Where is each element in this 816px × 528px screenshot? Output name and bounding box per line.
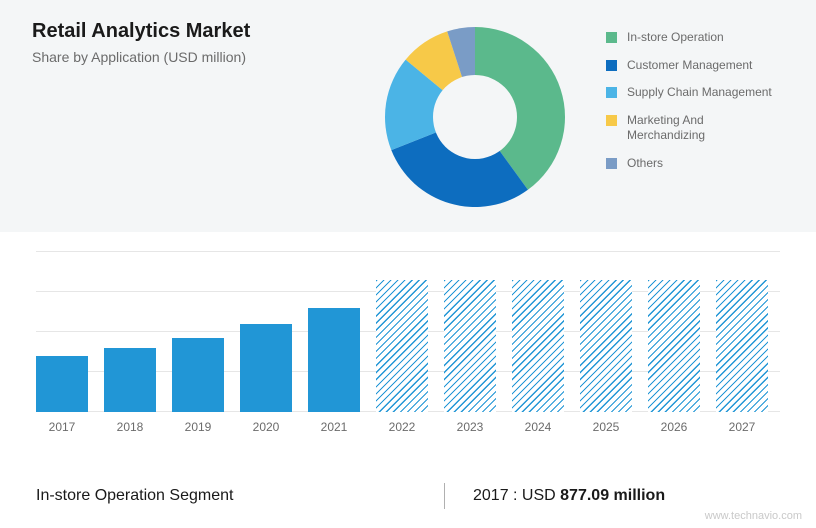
bar-column xyxy=(376,280,428,412)
bar-chart xyxy=(36,252,780,412)
footer-segment-label: In-store Operation Segment xyxy=(36,487,416,505)
legend-label: In-store Operation xyxy=(627,30,724,46)
bar-column xyxy=(580,280,632,412)
legend-item: Others xyxy=(606,156,776,172)
footer-value-prefix: 2017 : USD xyxy=(473,487,560,504)
bar-column xyxy=(648,280,700,412)
bar-forecast xyxy=(648,280,700,412)
grid-line xyxy=(36,251,780,252)
x-axis-label: 2023 xyxy=(444,420,496,434)
legend-item: Customer Management xyxy=(606,58,776,74)
footer-divider xyxy=(444,483,445,509)
legend-label: Customer Management xyxy=(627,58,752,74)
bar-column xyxy=(512,280,564,412)
x-axis-label: 2026 xyxy=(648,420,700,434)
legend-swatch xyxy=(606,32,617,43)
footer-value-amount: 877.09 million xyxy=(560,487,665,504)
footer: In-store Operation Segment 2017 : USD 87… xyxy=(0,464,816,528)
bar-column xyxy=(716,280,768,412)
watermark: www.technavio.com xyxy=(705,510,802,522)
bar-column xyxy=(104,348,156,412)
x-axis-label: 2019 xyxy=(172,420,224,434)
donut-chart xyxy=(370,12,580,227)
top-section: Retail Analytics Market Share by Applica… xyxy=(0,0,816,232)
legend-label: Supply Chain Management xyxy=(627,85,772,101)
bar-forecast xyxy=(512,280,564,412)
bar-column xyxy=(172,338,224,412)
legend-swatch xyxy=(606,87,617,98)
x-axis-label: 2020 xyxy=(240,420,292,434)
x-axis-label: 2022 xyxy=(376,420,428,434)
footer-value: 2017 : USD 877.09 million xyxy=(473,487,665,505)
bar-column xyxy=(240,324,292,412)
legend-item: Supply Chain Management xyxy=(606,85,776,101)
bar-forecast xyxy=(580,280,632,412)
bar-actual xyxy=(36,356,88,412)
donut-legend: In-store Operation Customer Management Sup… xyxy=(606,30,776,184)
x-axis-label: 2024 xyxy=(512,420,564,434)
legend-swatch xyxy=(606,158,617,169)
x-axis-label: 2027 xyxy=(716,420,768,434)
legend-label: Others xyxy=(627,156,663,172)
x-axis-label: 2017 xyxy=(36,420,88,434)
bar-x-axis: 2017 2018 2019 2020 2021 2022 2023 2024 2025 2026… xyxy=(36,420,780,450)
bar-column xyxy=(444,280,496,412)
bar-actual xyxy=(240,324,292,412)
bar-column xyxy=(308,308,360,412)
bar-forecast xyxy=(716,280,768,412)
bar-forecast xyxy=(376,280,428,412)
x-axis-label: 2018 xyxy=(104,420,156,434)
legend-swatch xyxy=(606,115,617,126)
bar-actual xyxy=(308,308,360,412)
bar-chart-section: 2017 2018 2019 2020 2021 2022 2023 2024 2025 2026… xyxy=(0,232,816,464)
legend-label: Marketing And Merchandizing xyxy=(627,113,776,144)
x-axis-label: 2021 xyxy=(308,420,360,434)
bar-forecast xyxy=(444,280,496,412)
bar-actual xyxy=(172,338,224,412)
bar-actual xyxy=(104,348,156,412)
legend-item: In-store Operation xyxy=(606,30,776,46)
legend-swatch xyxy=(606,60,617,71)
bar-column xyxy=(36,356,88,412)
donut-hole xyxy=(433,75,517,159)
x-axis-label: 2025 xyxy=(580,420,632,434)
legend-item: Marketing And Merchandizing xyxy=(606,113,776,144)
